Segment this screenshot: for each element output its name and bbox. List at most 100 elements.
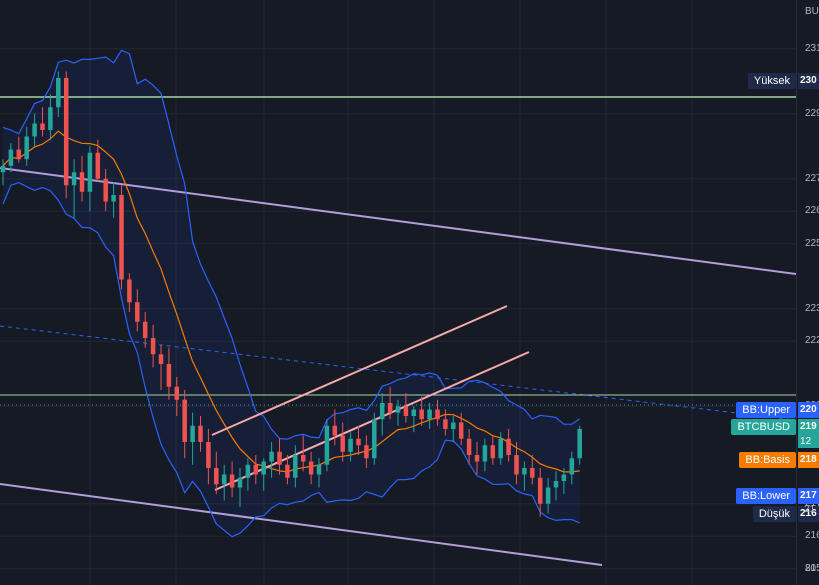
price-tag-low[interactable]: Düşük 216 (752, 505, 819, 522)
candle-body[interactable] (403, 406, 409, 416)
price-tag-high[interactable]: Yüksek 230 (747, 73, 819, 90)
bb-lower-line (2, 181, 580, 538)
wedge-upper-trendline[interactable] (211, 305, 508, 436)
candle-body[interactable] (395, 406, 401, 413)
candle-body[interactable] (48, 107, 53, 130)
candle-body[interactable] (63, 78, 69, 186)
candle-body[interactable] (435, 409, 440, 420)
candle-body[interactable] (79, 172, 85, 192)
candle-body[interactable] (364, 445, 369, 459)
candle-body[interactable] (95, 152, 101, 179)
axis-tick-label: 227 (805, 172, 819, 184)
candle-body[interactable] (340, 435, 345, 452)
candle-body[interactable] (135, 302, 140, 322)
candle-body[interactable] (530, 468, 535, 478)
candle-body[interactable] (577, 429, 582, 459)
candle-body[interactable] (198, 425, 203, 442)
candle-body[interactable] (71, 172, 77, 186)
candle-body[interactable] (111, 195, 116, 202)
candle-body[interactable] (316, 464, 322, 475)
symbol-label: BU (805, 6, 819, 17)
candle-body[interactable] (561, 474, 567, 482)
candle-body[interactable] (40, 123, 45, 131)
candle-body[interactable] (229, 474, 235, 488)
candle-body[interactable] (372, 419, 377, 459)
candle-body[interactable] (474, 455, 480, 462)
candle-body[interactable] (174, 386, 180, 400)
price-tag-name: BTCBUSD (731, 419, 796, 436)
candle-body[interactable] (8, 149, 14, 166)
price-tag-bb_upper[interactable]: BB:Upper 220 (736, 401, 819, 418)
bb-basis-line (2, 130, 580, 473)
candle-body[interactable] (103, 178, 108, 202)
candle-body[interactable] (182, 399, 187, 442)
candle-body[interactable] (569, 458, 575, 475)
candle-body[interactable] (348, 438, 353, 452)
candle-body[interactable] (32, 123, 37, 137)
candle-body[interactable] (411, 409, 417, 417)
candle-body[interactable] (324, 425, 330, 465)
candle-body[interactable] (553, 481, 559, 488)
candle-body[interactable] (443, 419, 448, 429)
candle-body[interactable] (269, 451, 274, 462)
price-chart-plot[interactable] (0, 0, 796, 585)
axis-tick-label: 222 (805, 335, 819, 347)
candle-body[interactable] (127, 279, 132, 303)
candle-body[interactable] (24, 136, 29, 160)
candle-body[interactable] (261, 461, 266, 475)
candle-body[interactable] (356, 438, 361, 446)
candle-body[interactable] (277, 451, 282, 465)
candle-body[interactable] (285, 464, 290, 478)
candle-body[interactable] (221, 474, 227, 485)
wedge-lower-trendline[interactable] (214, 351, 530, 491)
candle-body[interactable] (245, 464, 251, 478)
candle-body[interactable] (206, 442, 211, 468)
candles-group (0, 71, 582, 517)
candle-body[interactable] (166, 364, 172, 387)
candle-body[interactable] (387, 403, 393, 413)
descending-channel-upper-line[interactable] (0, 167, 796, 275)
axis-tick-label-partial: 21 (804, 503, 816, 515)
candle-body[interactable] (87, 152, 93, 192)
candle-body[interactable] (506, 438, 511, 455)
candle-body[interactable] (451, 422, 456, 430)
candle-body[interactable] (490, 445, 496, 459)
candle-body[interactable] (150, 338, 156, 355)
candle-body[interactable] (56, 78, 61, 108)
candle-body[interactable] (482, 445, 488, 462)
candle-body[interactable] (379, 403, 385, 420)
candle-body[interactable] (332, 425, 338, 436)
candle-body[interactable] (119, 195, 124, 280)
candle-body[interactable] (498, 438, 503, 459)
candle-body[interactable] (458, 422, 464, 439)
candle-body[interactable] (300, 455, 306, 462)
candle-body[interactable] (190, 425, 195, 442)
candle-body[interactable] (16, 149, 22, 160)
candle-body[interactable] (514, 455, 519, 475)
candle-body[interactable] (308, 461, 314, 475)
descending-channel-lower-line[interactable] (0, 483, 603, 566)
price-tag-bb_lower[interactable]: BB:Lower 217 (736, 487, 819, 504)
candle-body[interactable] (427, 409, 432, 420)
candle-body[interactable] (522, 468, 527, 475)
candle-body[interactable] (253, 464, 259, 475)
candle-body[interactable] (158, 354, 164, 364)
price-tag-bb_basis[interactable]: BB:Basis 218 (739, 451, 819, 468)
candle-body[interactable] (419, 409, 424, 420)
candle-body[interactable] (466, 438, 472, 455)
candle-body[interactable] (537, 477, 543, 504)
candle-body[interactable] (545, 487, 551, 504)
candle-body[interactable] (237, 477, 243, 488)
axis-tick-label: 231 (805, 42, 819, 54)
price-tag-value: 219 (798, 419, 819, 436)
price-tag-name: Düşük (752, 505, 796, 522)
candle-body[interactable] (214, 468, 219, 485)
price-tag-name: BB:Upper (736, 401, 796, 418)
price-tag-name: BB:Basis (739, 451, 796, 468)
descending-channel-mid-line[interactable] (0, 325, 796, 421)
price-tag-btcbusd[interactable]: BTCBUSD 219 (731, 419, 819, 436)
candle-body[interactable] (142, 321, 148, 338)
candle-body[interactable] (0, 165, 6, 173)
candle-body[interactable] (293, 455, 298, 478)
